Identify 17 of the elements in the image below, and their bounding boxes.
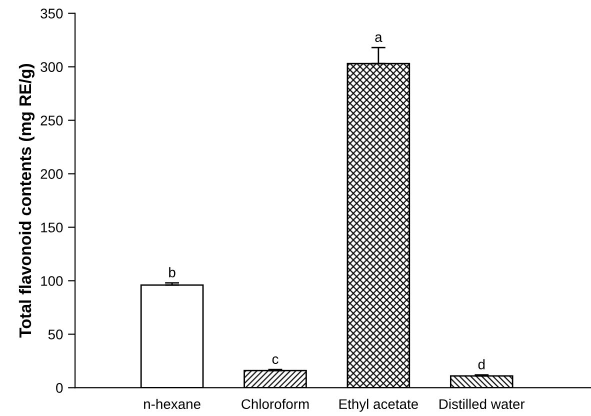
y-tick-label: 0 bbox=[56, 383, 63, 393]
y-tick-label: 300 bbox=[40, 62, 63, 72]
y-tick-label: 200 bbox=[40, 169, 63, 179]
y-tick-label: 350 bbox=[40, 8, 63, 18]
y-tick-label: 50 bbox=[48, 330, 63, 340]
y-tick-label: 150 bbox=[41, 222, 63, 232]
annotation: b bbox=[169, 267, 176, 278]
annotation: d bbox=[478, 359, 485, 370]
y-axis-title: Total flavonoid contents (mg RE/g) bbox=[18, 64, 35, 338]
annotation: a bbox=[375, 34, 382, 42]
x-tick-label: Chloroform bbox=[242, 398, 309, 410]
annotation: c bbox=[272, 356, 278, 364]
x-tick-label: Ethyl acetate bbox=[339, 398, 418, 412]
x-tick-label: Distilled water bbox=[440, 398, 525, 410]
y-tick-label: 100 bbox=[41, 276, 63, 286]
x-tick-label: n-hexane bbox=[144, 398, 200, 410]
y-tick-label: 250 bbox=[40, 116, 63, 126]
